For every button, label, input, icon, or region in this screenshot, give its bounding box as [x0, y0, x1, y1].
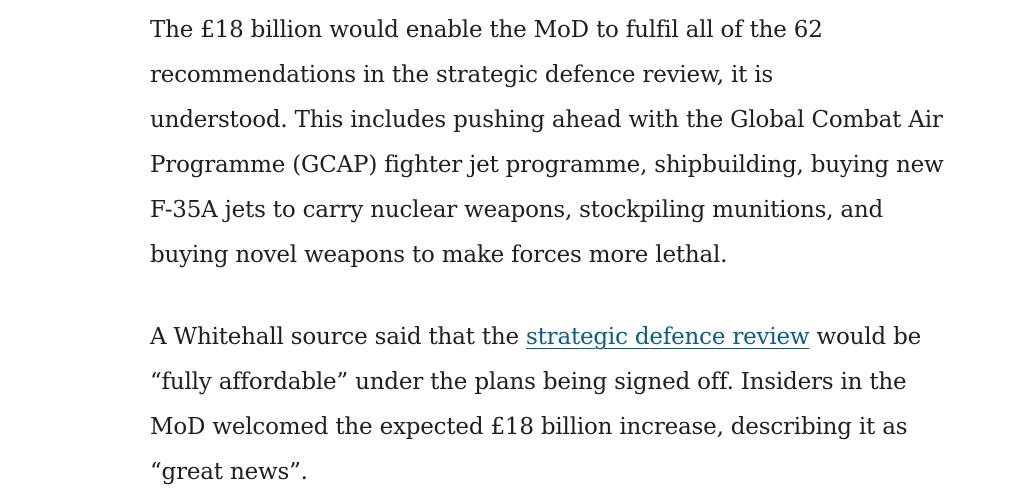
text-line: Programme (GCAP) fighter jet programme, …: [150, 152, 944, 178]
text-line-with-link: A Whitehall source said that the strateg…: [150, 315, 1010, 360]
text-line: “fully affordable” under the plans being…: [150, 369, 907, 395]
text-line: understood. This includes pushing ahead …: [150, 107, 943, 133]
text-line: The £18 billion would enable the MoD to …: [150, 17, 823, 43]
paragraph-funding: The £18 billion would enable the MoD to …: [150, 8, 1010, 278]
text-line: buying novel weapons to make forces more…: [150, 242, 728, 268]
text-line: “great news”.: [150, 459, 308, 485]
paragraph-whitehall-source: A Whitehall source said that the strateg…: [150, 315, 1010, 495]
text-line: recommendations in the strategic defence…: [150, 62, 774, 88]
text-line: F-35A jets to carry nuclear weapons, sto…: [150, 197, 884, 223]
text-fragment: would be: [809, 324, 922, 350]
text-line: MoD welcomed the expected £18 billion in…: [150, 414, 908, 440]
text-fragment: A Whitehall source said that the: [150, 324, 526, 350]
article-body: The £18 billion would enable the MoD to …: [150, 8, 1010, 495]
strategic-defence-review-link[interactable]: strategic defence review: [526, 324, 810, 350]
